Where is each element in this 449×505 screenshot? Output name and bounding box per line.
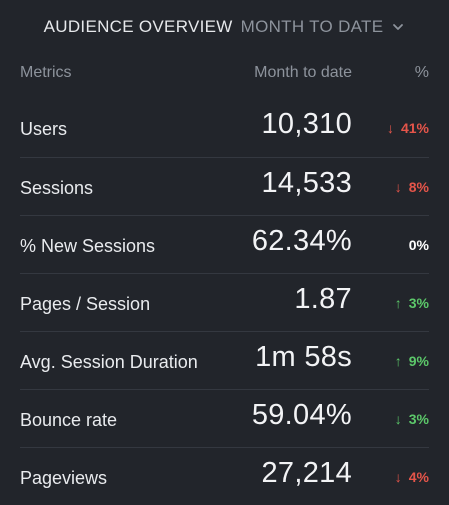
period-label: MONTH TO DATE: [240, 17, 384, 36]
table-row: % New Sessions 62.34% 0%: [20, 215, 429, 273]
metric-value: 59.04%: [251, 399, 352, 431]
metric-name: Pages / Session: [20, 294, 151, 314]
table-row: Bounce rate 59.04% ↓ 3%: [20, 389, 429, 447]
metric-value: 62.34%: [251, 225, 352, 257]
table-row: Avg. Session Duration 1m 58s ↑ 9%: [20, 331, 429, 389]
change-badge: 0%: [409, 237, 429, 253]
table-row: Pages / Session 1.87 ↑ 3%: [20, 273, 429, 331]
metric-name: % New Sessions: [20, 236, 156, 256]
widget-header: AUDIENCE OVERVIEW MONTH TO DATE: [0, 0, 449, 54]
table-row: Users 10,310 ↓ 41%: [20, 99, 429, 157]
metric-name: Avg. Session Duration: [20, 352, 198, 372]
change-percent: 8%: [408, 179, 429, 195]
change-percent: 3%: [408, 295, 429, 311]
arrow-down-icon: ↓: [394, 411, 402, 427]
change-badge: ↓ 8%: [395, 179, 429, 195]
change-percent: 0%: [408, 237, 429, 253]
table-row: Sessions 14,533 ↓ 8%: [20, 157, 429, 215]
change-badge: ↓ 41%: [387, 120, 429, 136]
arrow-down-icon: ↓: [386, 120, 394, 136]
column-header-metrics: Metrics: [20, 64, 72, 81]
metrics-table: Users 10,310 ↓ 41% Sessions 14,533 ↓ 8% …: [20, 99, 429, 505]
metric-name: Pageviews: [20, 468, 108, 488]
metric-value: 1.87: [294, 283, 352, 315]
change-percent: 3%: [408, 411, 429, 427]
table-row: Pageviews 27,214 ↓ 4%: [20, 447, 429, 505]
metric-value: 1m 58s: [255, 341, 352, 373]
change-percent: 4%: [408, 469, 429, 485]
arrow-down-icon: ↓: [394, 469, 402, 485]
widget-title: AUDIENCE OVERVIEW: [43, 17, 233, 36]
change-badge: ↓ 3%: [395, 411, 429, 427]
metric-value: 27,214: [261, 457, 352, 489]
arrow-up-icon: ↑: [394, 295, 402, 311]
change-badge: ↑ 9%: [395, 353, 429, 369]
period-selector[interactable]: MONTH TO DATE: [241, 17, 406, 37]
change-badge: ↑ 3%: [395, 295, 429, 311]
arrow-down-icon: ↓: [394, 179, 402, 195]
chevron-down-icon: [393, 24, 404, 30]
change-badge: ↓ 4%: [395, 469, 429, 485]
column-header-month-to-date: Month to date: [254, 64, 352, 81]
metric-value: 14,533: [261, 167, 352, 199]
column-header-percent: %: [414, 64, 429, 81]
arrow-up-icon: ↑: [394, 353, 402, 369]
column-headers: Metrics Month to date %: [20, 64, 429, 84]
change-percent: 9%: [408, 353, 429, 369]
change-percent: 41%: [400, 120, 429, 136]
metric-name: Bounce rate: [20, 410, 118, 430]
metric-name: Users: [20, 119, 68, 139]
metric-name: Sessions: [20, 178, 94, 198]
metric-value: 10,310: [261, 108, 352, 140]
